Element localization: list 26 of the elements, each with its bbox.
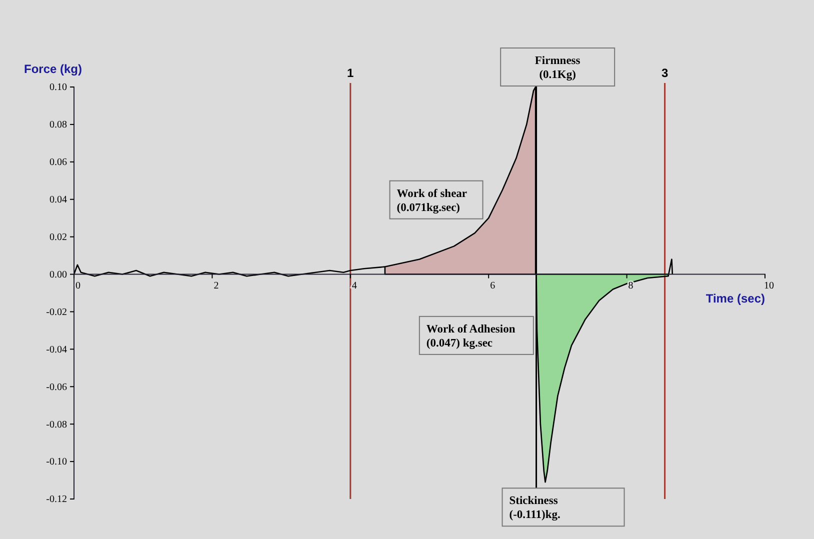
- annotation: 1: [347, 66, 354, 80]
- y-tick-label: -0.06: [46, 382, 67, 393]
- y-tick-label: 0.00: [50, 269, 67, 280]
- y-tick-label: -0.10: [46, 456, 67, 468]
- annotation: Stickiness (-0.111)kg.: [509, 495, 560, 522]
- y-axis-title: Force (kg): [24, 62, 82, 76]
- y-tick-label: -0.04: [46, 344, 67, 356]
- y-tick-label: 0.10: [50, 82, 67, 94]
- annotation: Work of Adhesion (0.047) kg.sec: [426, 323, 516, 350]
- annotation: Firmness (0.1Kg): [534, 55, 581, 81]
- annotation: Work of shear (0.071kg.sec): [396, 188, 468, 214]
- y-tick-label: -0.08: [46, 419, 67, 430]
- x-tick-label: 4: [352, 280, 357, 292]
- y-tick-label: 0.04: [50, 194, 67, 206]
- y-tick-label: 0.08: [50, 120, 67, 131]
- y-tick-label: 0.02: [50, 232, 67, 244]
- x-tick-label: 0: [76, 280, 80, 292]
- x-tick-label: 10: [764, 280, 774, 292]
- y-tick-label: -0.12: [46, 494, 67, 506]
- annotation: 3: [661, 66, 668, 80]
- x-tick-label: 2: [214, 280, 219, 292]
- x-tick-label: 6: [490, 280, 496, 292]
- x-axis-title: Time (sec): [706, 291, 765, 306]
- y-tick-label: -0.02: [46, 306, 67, 318]
- x-tick-label: 8: [628, 280, 634, 292]
- y-tick-label: 0.06: [50, 157, 67, 168]
